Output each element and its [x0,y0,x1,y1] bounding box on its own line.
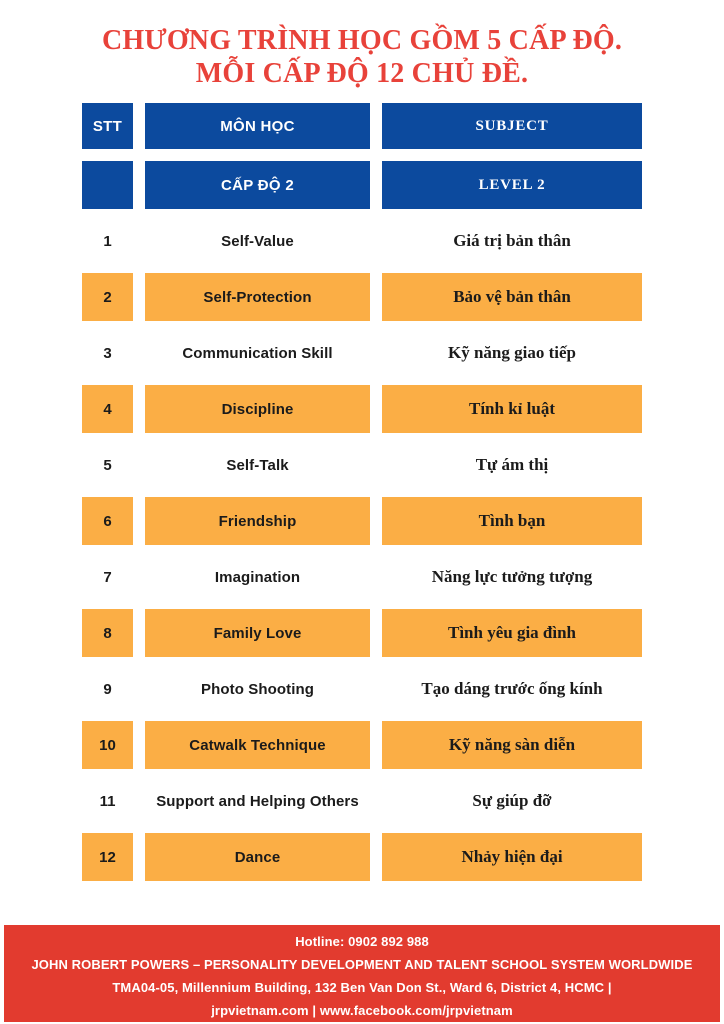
row-number-cell: 9 [103,680,112,698]
subject-vi-cell: Tạo dáng trước ống kính [421,679,603,698]
subject-vi-cell: Nhảy hiện đại [382,833,642,881]
subject-vi-cell: Bảo vệ bản thân [382,273,642,321]
row-number-cell: 2 [82,273,133,321]
footer-hotline: Hotline: 0902 892 988 [295,934,429,949]
subject-en-cell: Friendship [145,497,370,545]
header-stt: STT [82,103,133,149]
row-number-cell: 5 [103,456,112,474]
page-title-line-1: CHƯƠNG TRÌNH HỌC GỒM 5 CẤP ĐỘ. [101,25,623,56]
row-number-cell: 10 [82,721,133,769]
row-number-cell: 1 [103,232,112,250]
level-header-cap-do: CẤP ĐỘ 2 [145,161,370,209]
subject-en-cell: Self-Value [221,232,294,250]
subject-vi-cell: Tình bạn [382,497,642,545]
table-row: 12 Dance Nhảy hiện đại [82,833,642,881]
subject-vi-cell: Kỹ năng giao tiếp [448,343,576,362]
table-row: 3 Communication Skill Kỹ năng giao tiếp [82,329,642,377]
subject-vi-cell: Sự giúp đỡ [472,791,552,810]
subject-vi-cell: Năng lực tưởng tượng [431,567,593,586]
curriculum-table: STT MÔN HỌC SUBJECT CẤP ĐỘ 2 LEVEL 2 1 S… [82,103,642,889]
subject-en-cell: Self-Protection [145,273,370,321]
table-row: 6 Friendship Tình bạn [82,497,642,545]
table-row: 5 Self-Talk Tự ám thị [82,441,642,489]
table-row: 8 Family Love Tình yêu gia đình [82,609,642,657]
subject-en-cell: Imagination [214,568,301,586]
subject-vi-cell: Giá trị bản thân [453,231,571,250]
table-row: 7 Imagination Năng lực tưởng tượng [82,553,642,601]
row-number-cell: 6 [82,497,133,545]
subject-vi-cell: Tính kỉ luật [382,385,642,433]
page-title: CHƯƠNG TRÌNH HỌC GỒM 5 CẤP ĐỘ. MỖI CẤP Đ… [0,0,724,90]
subject-en-cell: Family Love [145,609,370,657]
subject-vi-cell: Kỹ năng sàn diễn [382,721,642,769]
page-title-line-2: MỖI CẤP ĐỘ 12 CHỦ ĐỀ. [195,58,529,89]
table-header-row: STT MÔN HỌC SUBJECT [82,103,642,149]
table-row: 1 Self-Value Giá trị bản thân [82,217,642,265]
subject-en-cell: Discipline [145,385,370,433]
row-number-cell: 8 [82,609,133,657]
subject-en-cell: Communication Skill [182,344,333,362]
row-number-cell: 12 [82,833,133,881]
subject-vi-cell: Tình yêu gia đình [382,609,642,657]
table-row: 11 Support and Helping Others Sự giúp đỡ [82,777,642,825]
subject-en-cell: Catwalk Technique [145,721,370,769]
level-header-level: LEVEL 2 [382,161,642,209]
footer-address: TMA04-05, Millennium Building, 132 Ben V… [112,980,612,995]
subject-en-cell: Support and Helping Others [156,792,359,810]
subject-vi-cell: Tự ám thị [475,455,549,474]
row-number-cell: 3 [103,344,112,362]
footer-links: jrpvietnam.com | www.facebook.com/jrpvie… [211,1003,513,1018]
table-row: 10 Catwalk Technique Kỹ năng sàn diễn [82,721,642,769]
row-number-cell: 7 [103,568,112,586]
table-row: 9 Photo Shooting Tạo dáng trước ống kính [82,665,642,713]
table-row: 4 Discipline Tính kỉ luật [82,385,642,433]
row-number-cell: 4 [82,385,133,433]
subject-en-cell: Dance [145,833,370,881]
table-level-header-row: CẤP ĐỘ 2 LEVEL 2 [82,161,642,209]
header-subject: SUBJECT [382,103,642,149]
row-number-cell: 11 [99,792,116,810]
footer-company-name: JOHN ROBERT POWERS – PERSONALITY DEVELOP… [31,957,693,972]
subject-en-cell: Photo Shooting [200,680,315,698]
footer-banner: Hotline: 0902 892 988 JOHN ROBERT POWERS… [4,925,720,1022]
subject-en-cell: Self-Talk [226,456,289,474]
header-mon-hoc: MÔN HỌC [145,103,370,149]
table-row: 2 Self-Protection Bảo vệ bản thân [82,273,642,321]
level-header-blank [82,161,133,209]
